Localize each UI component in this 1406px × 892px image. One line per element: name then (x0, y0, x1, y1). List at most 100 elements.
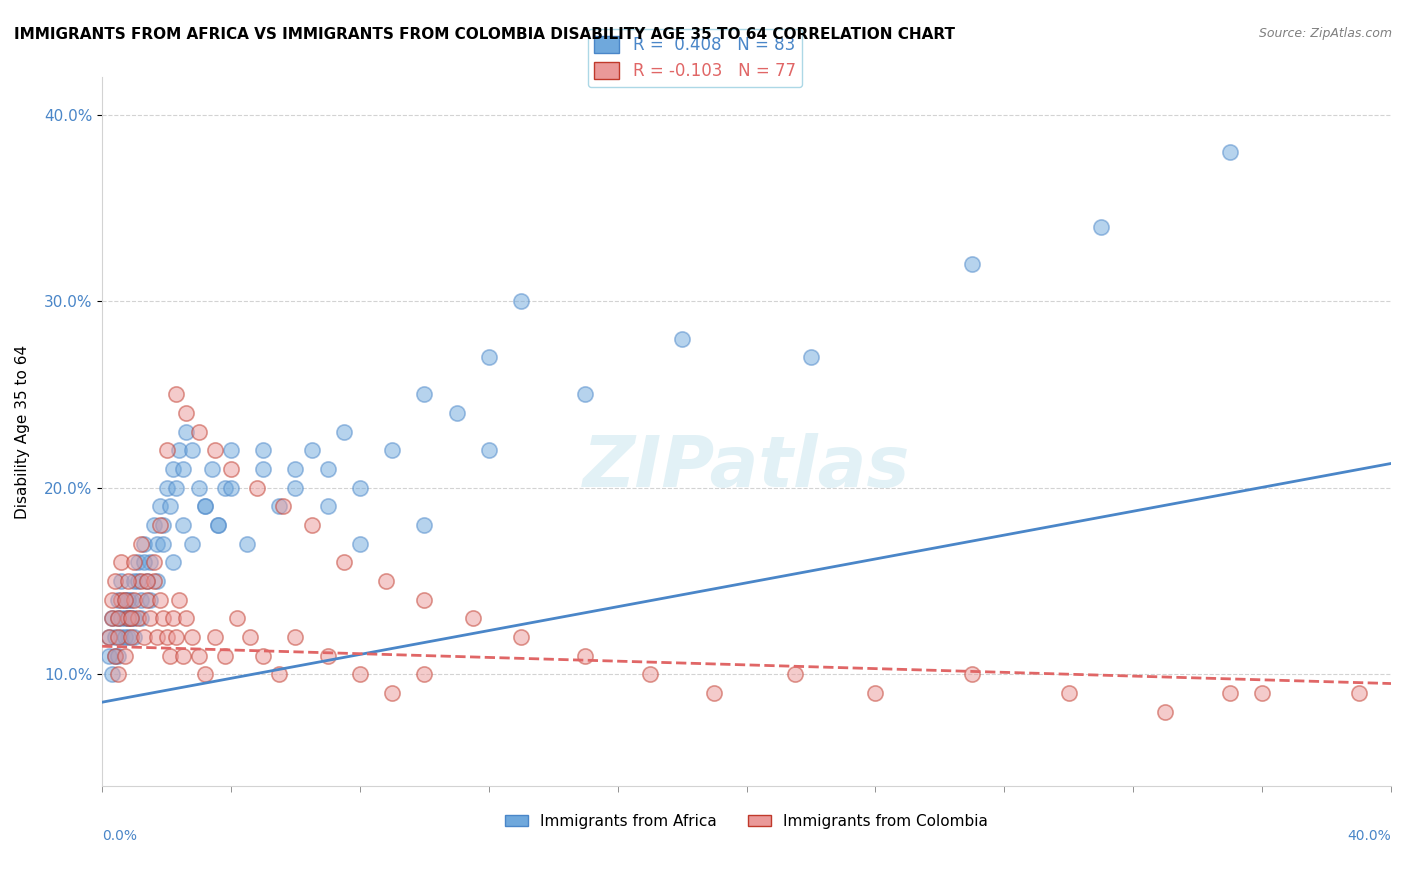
Point (120, 611, 142, 625)
Point (187, 425, 209, 439)
Point (333, 425, 356, 439)
Point (207, 518, 229, 533)
Point (127, 611, 149, 625)
Point (201, 462, 224, 476)
Point (136, 574, 159, 588)
Point (301, 518, 323, 533)
Point (129, 592, 152, 607)
Point (139, 555, 162, 569)
Point (269, 500, 291, 514)
Point (101, 592, 124, 607)
Point (110, 611, 132, 625)
Point (114, 630, 136, 644)
Point (107, 667, 129, 681)
Point (381, 686, 404, 700)
Point (181, 443, 204, 458)
Point (269, 667, 291, 681)
Point (101, 611, 124, 625)
Point (101, 667, 124, 681)
Point (129, 574, 152, 588)
Point (124, 630, 146, 644)
Point (117, 574, 139, 588)
Point (446, 406, 468, 420)
Point (155, 443, 177, 458)
Point (132, 555, 155, 569)
Point (159, 500, 181, 514)
Point (117, 630, 139, 644)
Point (159, 648, 181, 663)
Point (349, 536, 371, 550)
Point (172, 462, 194, 476)
Point (136, 592, 159, 607)
Point (284, 630, 307, 644)
Point (478, 443, 501, 458)
Point (252, 462, 274, 476)
Point (139, 592, 162, 607)
Point (574, 648, 596, 663)
Point (246, 481, 269, 495)
Point (114, 648, 136, 663)
Point (316, 500, 339, 514)
Point (174, 611, 197, 625)
Point (194, 500, 217, 514)
Point (120, 592, 142, 607)
Point (214, 648, 236, 663)
Point (117, 611, 139, 625)
Point (136, 574, 159, 588)
Point (110, 574, 132, 588)
Text: IMMIGRANTS FROM AFRICA VS IMMIGRANTS FROM COLOMBIA DISABILITY AGE 35 TO 64 CORRE: IMMIGRANTS FROM AFRICA VS IMMIGRANTS FRO… (14, 27, 955, 42)
Point (194, 667, 217, 681)
Point (155, 481, 177, 495)
Point (104, 630, 127, 644)
Point (127, 555, 149, 569)
Point (1090, 219, 1112, 234)
Point (107, 630, 129, 644)
Point (142, 518, 165, 533)
Point (960, 257, 983, 271)
Point (284, 462, 307, 476)
Point (226, 611, 249, 625)
Point (333, 555, 356, 569)
Point (703, 686, 725, 700)
Point (124, 555, 146, 569)
Point (132, 630, 155, 644)
Point (107, 592, 129, 607)
Point (671, 332, 693, 346)
Point (110, 592, 132, 607)
Point (413, 387, 436, 401)
Point (114, 611, 136, 625)
Point (149, 518, 172, 533)
Point (165, 481, 187, 495)
Point (252, 648, 274, 663)
Point (124, 574, 146, 588)
Point (146, 536, 169, 550)
Point (219, 481, 242, 495)
Legend: Immigrants from Africa, Immigrants from Colombia: Immigrants from Africa, Immigrants from … (499, 808, 994, 835)
Point (155, 630, 177, 644)
Point (316, 462, 339, 476)
Point (219, 462, 242, 476)
Point (638, 667, 661, 681)
Point (124, 592, 146, 607)
Point (110, 555, 132, 569)
Point (132, 536, 155, 550)
Point (510, 630, 533, 644)
Point (574, 387, 596, 401)
Point (187, 648, 209, 663)
Point (169, 592, 191, 607)
Point (204, 630, 226, 644)
Point (413, 667, 436, 681)
Point (97, 630, 120, 644)
Point (114, 592, 136, 607)
Point (187, 481, 209, 495)
Point (349, 667, 371, 681)
Text: 40.0%: 40.0% (1347, 829, 1391, 843)
Point (1347, 686, 1369, 700)
Point (129, 611, 152, 625)
Point (124, 611, 146, 625)
Point (152, 518, 174, 533)
Point (239, 630, 262, 644)
Point (149, 592, 172, 607)
Point (172, 518, 194, 533)
Point (120, 630, 142, 644)
